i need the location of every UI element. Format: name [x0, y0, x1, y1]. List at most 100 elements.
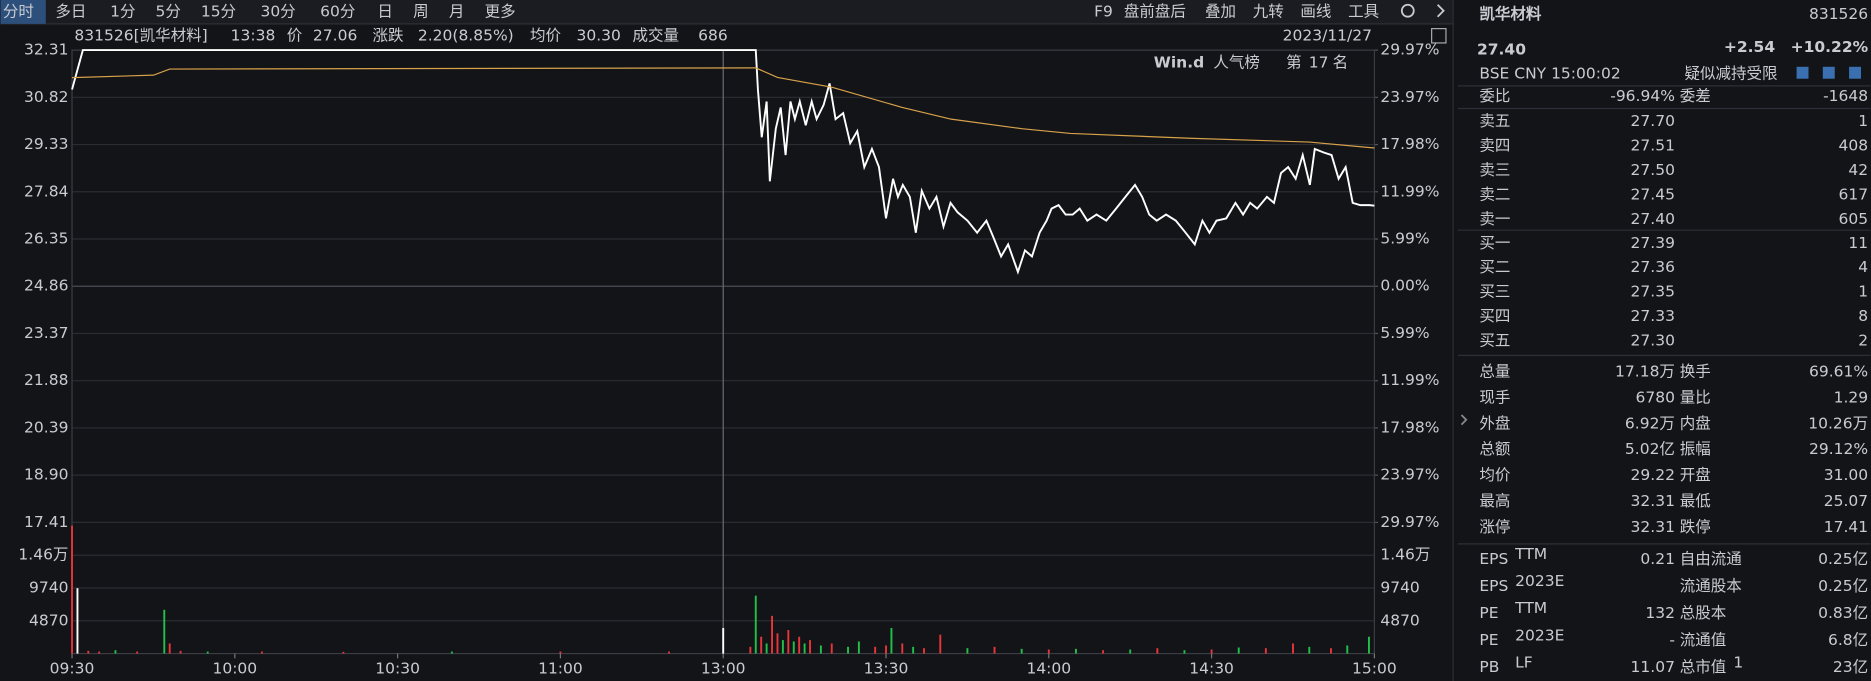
- price-line: [71, 49, 1375, 275]
- row-value: 0.21: [1640, 550, 1675, 568]
- volume-bar: [885, 645, 887, 654]
- x-tick-label: 15:00: [1352, 660, 1397, 678]
- volume-bar: [114, 650, 117, 654]
- y2-tick-label: 17.98%: [1380, 135, 1439, 153]
- volume-bar: [792, 641, 795, 654]
- order-price: 27.51: [1631, 137, 1675, 155]
- x-tick-label: 13:00: [701, 660, 746, 678]
- row-label-sup: LF: [1515, 653, 1533, 671]
- period-tab[interactable]: 15分: [201, 2, 236, 20]
- layout-icon[interactable]: [1431, 28, 1447, 44]
- period-tab[interactable]: 周: [413, 2, 429, 20]
- order-label: 买三: [1479, 283, 1510, 301]
- tool-button[interactable]: 盘前盘后: [1124, 1, 1186, 20]
- order-qty: 42: [1848, 161, 1868, 179]
- badge-brand: Win.d: [1154, 54, 1204, 72]
- tool-button[interactable]: 九转: [1253, 2, 1284, 20]
- volume-bar: [1102, 650, 1105, 654]
- period-tab[interactable]: 60分: [320, 2, 355, 20]
- volume-bar: [163, 609, 166, 654]
- stock-code: 831526: [1809, 5, 1868, 23]
- period-tab[interactable]: 1分: [110, 2, 135, 20]
- settings-icon[interactable]: [1400, 3, 1415, 18]
- order-label: 卖二: [1479, 185, 1510, 203]
- y2-tick-label: 11.99%: [1380, 371, 1439, 389]
- y2-tick-label: 17.98%: [1380, 418, 1439, 436]
- close-icon[interactable]: [1849, 66, 1861, 79]
- tool-button[interactable]: 工具: [1348, 2, 1379, 20]
- period-tab[interactable]: 月: [449, 2, 465, 20]
- volume-bar: [559, 651, 562, 654]
- row-label: 委差: [1680, 87, 1711, 105]
- volume-bar: [809, 640, 811, 654]
- volume-bar: [1047, 649, 1050, 654]
- row-label: 振幅: [1680, 440, 1711, 458]
- order-price: 27.30: [1631, 332, 1675, 350]
- volume-bar: [1237, 647, 1240, 654]
- edit-icon[interactable]: [1796, 66, 1809, 79]
- order-price: 27.33: [1631, 307, 1675, 325]
- order-label: 卖五: [1479, 112, 1510, 130]
- row-value: 29.12%: [1809, 440, 1868, 458]
- order-price: 27.40: [1631, 210, 1675, 228]
- row-value: 0.83亿: [1818, 604, 1868, 622]
- row-value: 32.31: [1631, 492, 1675, 510]
- row-value: 69.61%: [1809, 363, 1868, 381]
- volume-tick-label: 4870: [29, 611, 68, 629]
- volume-bar: [819, 645, 822, 654]
- row-label: 流通股本: [1680, 577, 1742, 595]
- volume-bar: [966, 648, 969, 654]
- y-tick-label: 24.86: [24, 277, 68, 295]
- row-label-sup: TTM: [1514, 599, 1547, 617]
- period-tab[interactable]: 5分: [156, 2, 181, 20]
- note-icon[interactable]: [1822, 66, 1835, 79]
- row-value: 6.92万: [1625, 414, 1675, 432]
- row-label-sup: TTM: [1514, 545, 1547, 563]
- volume-bar: [1156, 648, 1159, 654]
- volume-bar: [667, 651, 670, 654]
- row-value: 5.02亿: [1625, 440, 1675, 458]
- volume-bar: [993, 646, 996, 654]
- volume-label: 成交量: [633, 26, 680, 44]
- volume-bar: [71, 525, 73, 654]
- order-label: 买四: [1479, 307, 1510, 325]
- volume-tick-label: 9740: [29, 578, 68, 596]
- cursor-time: 13:38: [231, 26, 276, 44]
- order-qty: 8: [1858, 307, 1868, 325]
- row-label: 跌停: [1680, 518, 1711, 536]
- row-value: 11.07: [1631, 658, 1675, 676]
- row-value: 10.26万: [1808, 414, 1868, 432]
- badge-text: 人气榜: [1213, 54, 1260, 72]
- last-price: 27.40: [1477, 41, 1526, 59]
- tool-button[interactable]: 叠加: [1205, 2, 1236, 20]
- y-tick-label: 27.84: [24, 182, 68, 200]
- row-label: PE: [1479, 631, 1498, 649]
- period-tab[interactable]: 分时: [3, 2, 34, 20]
- period-tab[interactable]: 多日: [55, 2, 86, 20]
- row-label-sup: 2023E: [1515, 572, 1564, 590]
- volume-bar: [1074, 648, 1077, 654]
- period-tab[interactable]: 更多: [485, 2, 516, 20]
- volume-bar: [787, 629, 790, 654]
- y-tick-label: 30.82: [24, 88, 68, 106]
- y-tick-label: 21.88: [24, 371, 68, 389]
- volume-bar: [136, 651, 139, 654]
- expand-arrow[interactable]: [1460, 414, 1468, 426]
- row-label: 总市值: [1680, 658, 1727, 676]
- row-value: 0.25亿: [1818, 577, 1868, 595]
- row-label: 总股本: [1680, 604, 1727, 622]
- order-label: 卖一: [1479, 210, 1510, 228]
- tool-button[interactable]: 画线: [1300, 2, 1331, 20]
- collapse-arrow[interactable]: [1436, 4, 1445, 18]
- period-tab[interactable]: 30分: [260, 2, 295, 20]
- volume-tick-label: 1.46万: [18, 546, 68, 564]
- row-value: 17.41: [1824, 518, 1868, 536]
- row-value: 29.22: [1631, 466, 1675, 484]
- period-tab[interactable]: 日: [377, 2, 393, 20]
- tool-button[interactable]: F9: [1094, 2, 1113, 20]
- y2-tick-label: 5.99%: [1380, 324, 1429, 342]
- volume-bar: [1330, 648, 1332, 654]
- volume-bar: [798, 636, 801, 654]
- row-value: 0.25亿: [1818, 550, 1868, 568]
